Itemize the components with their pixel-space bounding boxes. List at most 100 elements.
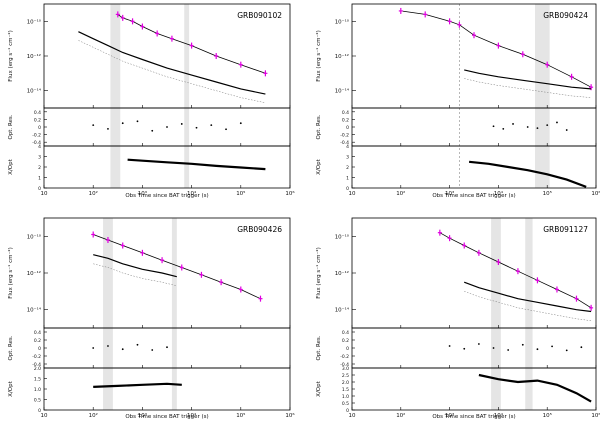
optical-envelope (93, 263, 177, 287)
flux-tick-label: 10⁻¹⁰ (27, 233, 42, 240)
residual-point (492, 125, 495, 128)
residual-point (195, 126, 198, 129)
residual-tick-label: -0.4 (340, 140, 349, 146)
flux-tick-label: 10⁻¹² (27, 270, 41, 277)
residual-point (448, 345, 451, 347)
residual-point (151, 349, 154, 351)
residual-point (536, 127, 539, 130)
x-tick-label: 10³ (138, 190, 147, 197)
ratio-tick-label: 1.5 (342, 387, 349, 393)
ratio-panel-frame (351, 145, 597, 189)
ratio-tick-label: 0.5 (342, 401, 349, 407)
flux-axis-label: Flux (erg s⁻¹ cm⁻²) (7, 30, 14, 81)
residual-tick-label: 0.2 (34, 338, 41, 344)
residual-point (121, 122, 124, 125)
flux-tick-label: 10⁻¹⁴ (335, 88, 350, 95)
ratio-axis-label: X/Opt (316, 158, 322, 174)
residual-tick-label: 0 (346, 346, 349, 352)
ratio-curve (93, 382, 182, 388)
x-axis-label: Obs Time since BAT trigger (s) (125, 193, 208, 199)
optical-model-line (93, 254, 177, 278)
x-tick-label: 10⁴ (494, 190, 504, 197)
residual-point (546, 124, 549, 126)
x-tick-label: 10³ (445, 412, 454, 419)
residual-point (502, 127, 505, 130)
residual-point (225, 128, 227, 131)
flux-axis-label: Flux (erg s⁻¹ cm⁻²) (7, 247, 14, 298)
ratio-tick-label: 0 (346, 186, 349, 192)
x-tick-label: 10⁴ (187, 412, 197, 419)
ratio-panel-frame (351, 367, 597, 411)
residual-tick-label: 0 (346, 125, 349, 131)
residual-point (210, 124, 213, 126)
residual-tick-label: 0.2 (34, 117, 41, 123)
xray-model-line (439, 232, 592, 309)
residual-point (556, 121, 558, 124)
chart-title: GRB091127 (543, 225, 588, 234)
chart-title: GRB090426 (237, 225, 282, 234)
residual-point (151, 129, 154, 132)
residual-point (507, 349, 510, 351)
optical-envelope (78, 40, 266, 104)
ratio-axis-label: X/Opt (8, 158, 14, 174)
residual-point (92, 347, 95, 349)
x-tick-label: 10⁶ (285, 190, 295, 197)
residual-tick-label: -0.4 (32, 140, 41, 146)
ratio-tick-label: 2.0 (34, 366, 41, 372)
x-tick-label: 10⁶ (285, 412, 295, 419)
ratio-tick-label: 1 (346, 176, 349, 182)
residual-panel-frame (351, 107, 597, 147)
flux-tick-label: 10⁻¹⁴ (335, 307, 350, 314)
ratio-tick-label: 1 (38, 176, 41, 182)
x-tick-label: 10² (89, 412, 98, 419)
optical-envelope (464, 291, 592, 321)
xray-model-line (117, 14, 266, 74)
flux-axis-label: Flux (erg s⁻¹ cm⁻²) (315, 30, 322, 81)
flux-tick-label: 10⁻¹⁴ (27, 307, 42, 314)
x-axis-label: Obs Time since BAT trigger (s) (432, 193, 515, 199)
x-tick-label: 10⁵ (236, 412, 245, 419)
residual-axis-label: Opt. Res. (8, 335, 14, 360)
shaded-band (103, 218, 113, 410)
ratio-tick-label: 3.0 (342, 366, 349, 372)
flux-panel-frame (351, 217, 597, 329)
flux-tick-label: 10⁻¹² (335, 270, 349, 277)
ratio-tick-label: 3 (38, 155, 41, 161)
ratio-panel-frame (43, 145, 291, 189)
flux-tick-label: 10⁻¹⁰ (27, 18, 42, 25)
residual-tick-label: 0.4 (34, 110, 41, 116)
residual-point (551, 345, 553, 348)
x-tick-label: 10 (41, 191, 48, 197)
residual-axis-label: Opt. Res. (316, 114, 322, 139)
x-tick-label: 10³ (138, 412, 147, 419)
shaded-band (525, 218, 533, 410)
residual-tick-label: 0.2 (342, 338, 349, 344)
residual-tick-label: 0 (38, 346, 41, 352)
chart-title: GRB090102 (237, 11, 282, 20)
flux-tick-label: 10⁻¹⁰ (335, 18, 350, 25)
optical-model-line (464, 69, 592, 90)
ratio-curve (478, 373, 592, 403)
ratio-curve (468, 160, 587, 188)
chart-panel-1: GRB090102 Flux (erg s⁻¹ cm⁻²) Opt. Res. X/O… (7, 3, 295, 199)
ratio-tick-label: 4 (38, 144, 41, 150)
ratio-tick-label: 0 (38, 186, 41, 192)
residual-point (477, 343, 480, 345)
ratio-tick-label: 0 (38, 408, 41, 414)
ratio-panel-frame (43, 367, 291, 411)
residual-axis-label: Opt. Res. (316, 335, 322, 360)
residual-tick-label: -0.2 (340, 133, 349, 139)
xray-model-line (400, 10, 592, 88)
residual-point (526, 126, 529, 128)
ratio-axis-label: X/Opt (316, 380, 322, 396)
residual-point (136, 343, 139, 346)
shaded-band (110, 4, 121, 188)
ratio-tick-label: 2 (38, 165, 41, 171)
x-tick-label: 10⁵ (543, 190, 552, 197)
ratio-tick-label: 2.0 (342, 380, 349, 386)
residual-point (136, 120, 139, 123)
shaded-band (491, 218, 501, 410)
x-axis-label: Obs Time since BAT trigger (s) (432, 414, 515, 420)
residual-point (180, 123, 183, 125)
